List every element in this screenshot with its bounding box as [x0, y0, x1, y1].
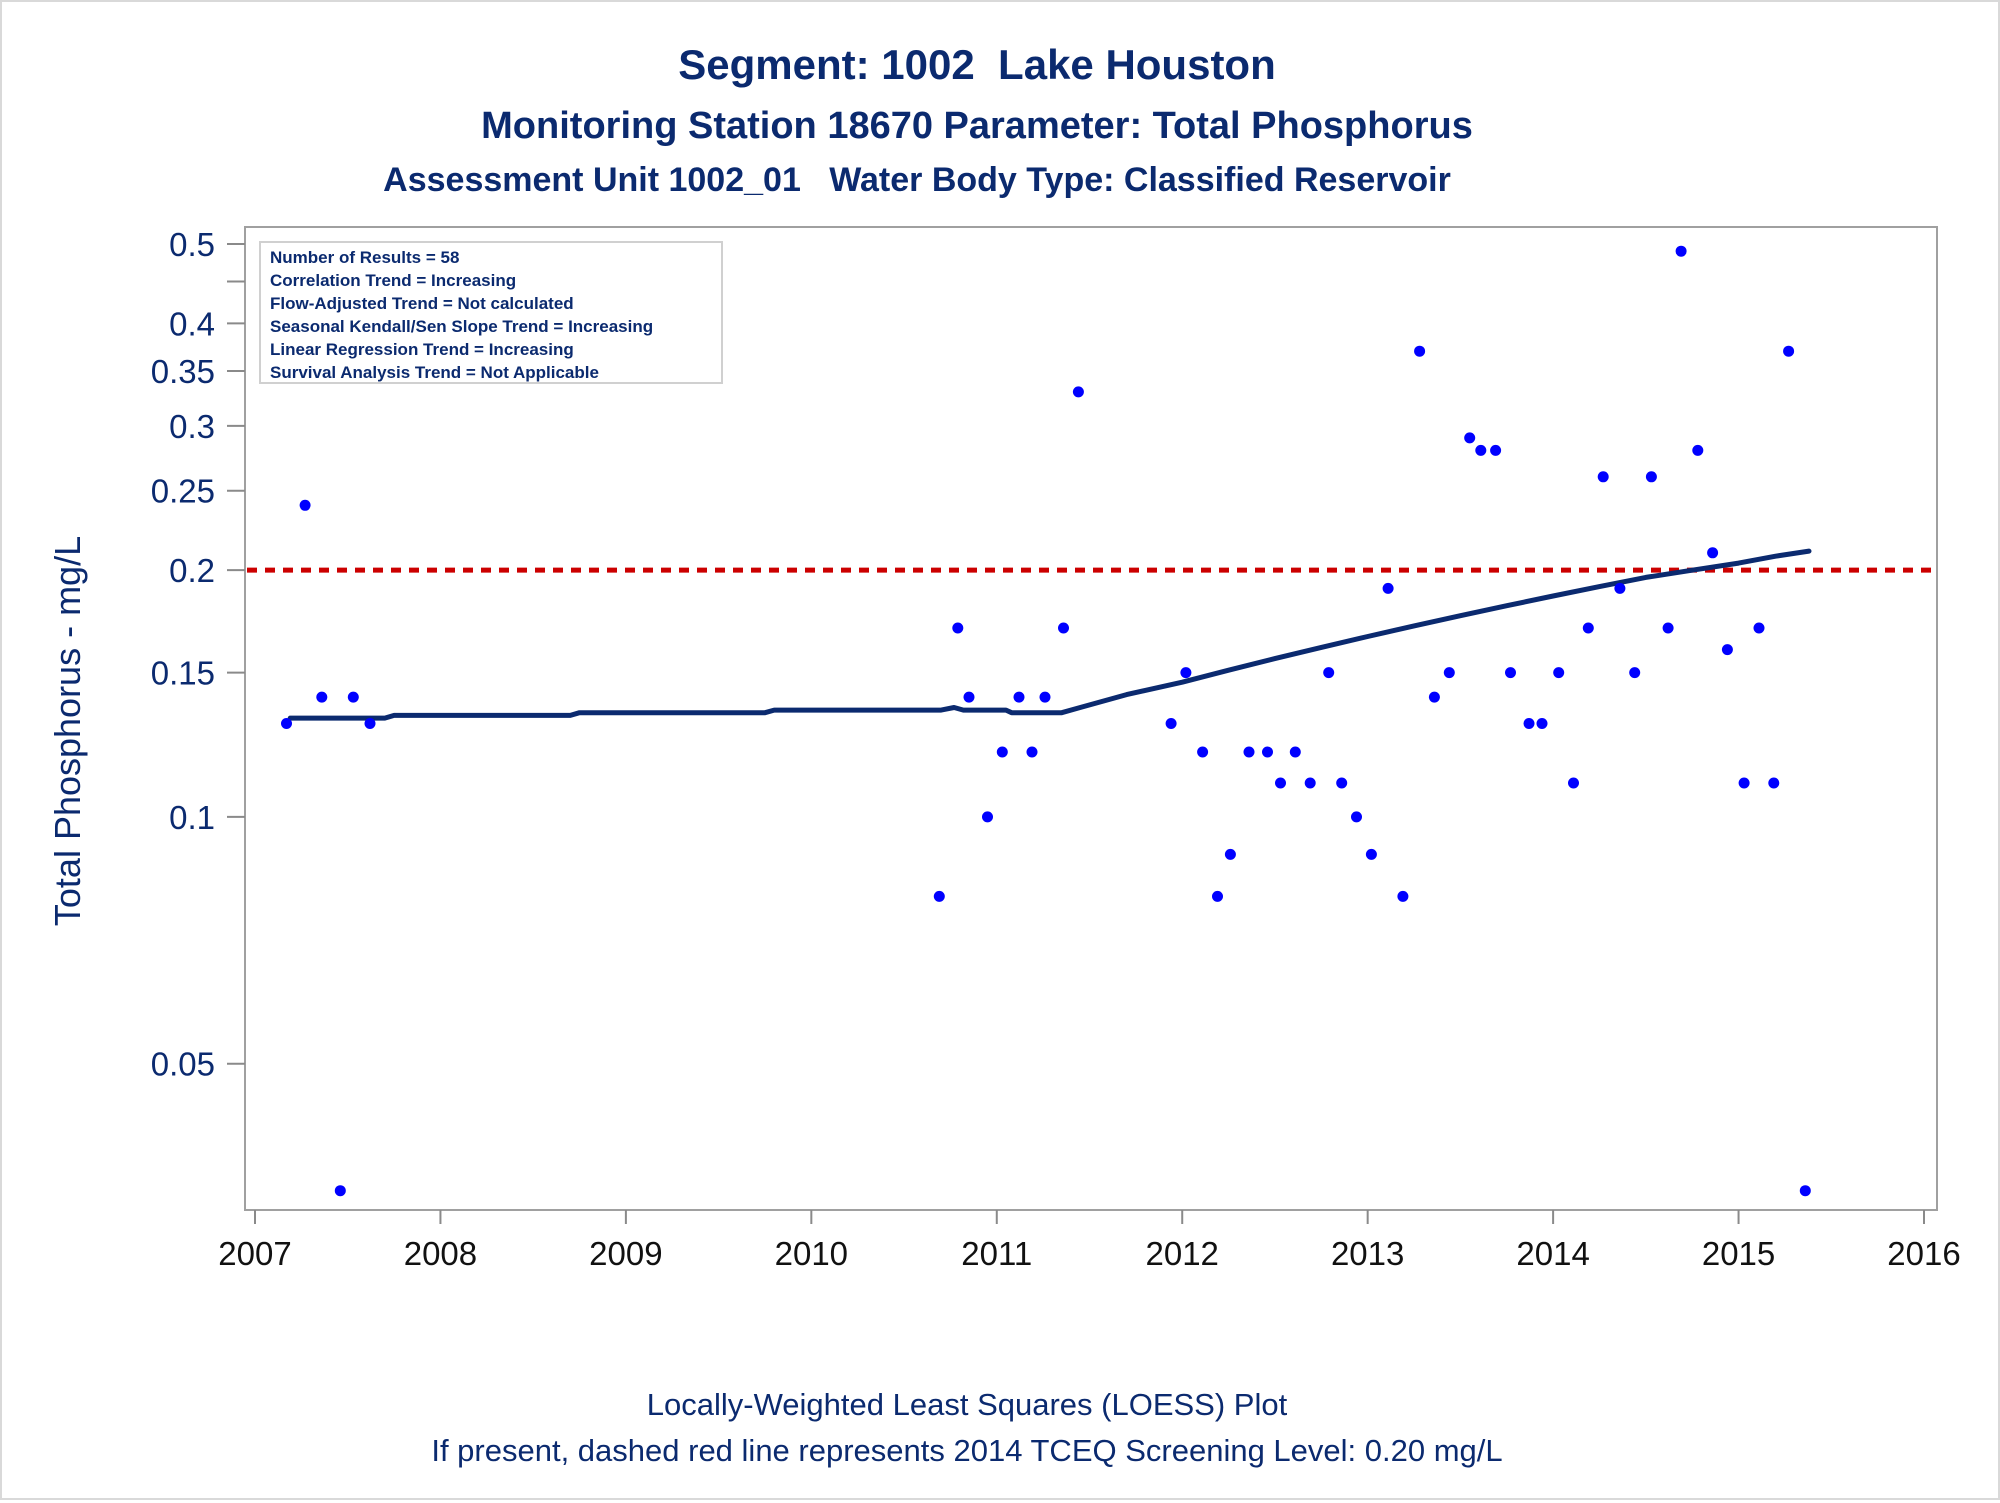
- data-point: [1582, 622, 1594, 634]
- data-point: [1212, 890, 1223, 902]
- y-tick-label: 0.05: [151, 1046, 215, 1083]
- data-point: [1262, 746, 1273, 758]
- y-tick-label: 0.35: [151, 353, 215, 390]
- stats-line-4: Seasonal Kendall/Sen Slope Trend = Incre…: [270, 317, 653, 336]
- data-point: [1523, 718, 1535, 729]
- y-axis: 0.05 0.1 0.15 0.2 0.25 0.3 0.35 0.4 0.5: [151, 226, 245, 1083]
- data-point: [1058, 622, 1069, 634]
- data-point: [1490, 444, 1502, 456]
- stats-line-5: Linear Regression Trend = Increasing: [270, 340, 574, 359]
- stats-line-2: Correlation Trend = Increasing: [270, 271, 516, 290]
- data-point: [1243, 746, 1255, 758]
- data-point: [1783, 345, 1795, 357]
- data-point: [1382, 582, 1394, 594]
- data-point: [1799, 1185, 1811, 1197]
- x-tick-label: 2016: [1887, 1235, 1960, 1272]
- data-point: [1336, 777, 1348, 789]
- x-tick-label: 2009: [589, 1235, 662, 1272]
- data-point: [963, 691, 975, 703]
- stats-line-6: Survival Analysis Trend = Not Applicable: [270, 363, 599, 382]
- loess-trend-line: [287, 548, 1812, 721]
- data-point: [1072, 386, 1084, 398]
- x-tick-label: 2015: [1702, 1235, 1775, 1272]
- y-axis-label: Total Phosphorus - mg/L: [47, 536, 88, 926]
- data-point: [1304, 777, 1316, 789]
- data-point: [1629, 667, 1641, 679]
- data-point: [281, 718, 292, 729]
- data-point: [1505, 667, 1516, 679]
- y-tick-label: 0.25: [151, 473, 215, 510]
- data-points: [281, 245, 1811, 1197]
- stats-box-frame: [259, 241, 723, 384]
- data-point: [1397, 890, 1409, 902]
- stats-box: Number of Results = 58 Correlation Trend…: [259, 241, 723, 384]
- x-tick-label: 2013: [1331, 1235, 1404, 1272]
- data-point: [1464, 432, 1476, 444]
- x-tick-label: 2012: [1146, 1235, 1219, 1272]
- data-point: [1165, 718, 1177, 729]
- footnote-1: Locally-Weighted Least Squares (LOESS) P…: [647, 1387, 1288, 1422]
- data-point: [1675, 245, 1687, 257]
- data-point: [299, 499, 311, 511]
- data-point: [1180, 667, 1192, 679]
- data-point: [1707, 547, 1719, 559]
- data-point: [1275, 777, 1286, 789]
- x-tick-label: 2010: [775, 1235, 848, 1272]
- plot-area-frame: [244, 226, 1938, 1211]
- y-tick-label: 0.3: [169, 408, 215, 445]
- data-point: [1738, 777, 1750, 789]
- data-point: [334, 1185, 346, 1197]
- data-point: [1414, 345, 1426, 357]
- data-point: [364, 718, 376, 729]
- data-point: [1692, 444, 1704, 456]
- x-tick-label: 2008: [404, 1235, 477, 1272]
- data-point: [316, 691, 328, 703]
- stats-line-1: Number of Results = 58: [270, 248, 459, 267]
- y-tick-label: 0.15: [151, 655, 215, 692]
- chart-subtitle-2: Assessment Unit 1002_01 Water Body Type:…: [383, 161, 1451, 199]
- x-tick-label: 2014: [1516, 1235, 1589, 1272]
- data-point: [1351, 811, 1362, 823]
- data-point: [1365, 848, 1377, 860]
- data-point: [1645, 471, 1657, 483]
- data-point: [1614, 582, 1626, 594]
- data-point: [952, 622, 964, 634]
- data-point: [933, 890, 945, 902]
- chart-title: Segment: 1002 Lake Houston: [678, 41, 1276, 88]
- data-point: [982, 811, 993, 823]
- chart-subtitle: Monitoring Station 18670 Parameter: Tota…: [481, 105, 1473, 147]
- data-point: [1721, 644, 1733, 656]
- data-point: [1753, 622, 1765, 634]
- x-axis: 2007 2008 2009 2010 2011 2012 2013 2014 2015 2016: [218, 1210, 1961, 1272]
- stats-line-3: Flow-Adjusted Trend = Not calculated: [270, 294, 574, 313]
- data-point: [1289, 746, 1301, 758]
- data-point: [347, 691, 359, 703]
- data-point: [1768, 777, 1780, 789]
- y-tick-label: 0.2: [169, 552, 215, 589]
- y-tick-label: 0.5: [169, 226, 215, 263]
- data-point: [1428, 691, 1440, 703]
- x-tick-label: 2011: [961, 1235, 1032, 1272]
- data-point: [1026, 746, 1038, 758]
- data-point: [1568, 777, 1579, 789]
- data-point: [1013, 691, 1025, 703]
- data-point: [1662, 622, 1674, 634]
- data-point: [996, 746, 1008, 758]
- data-point: [1224, 848, 1236, 860]
- data-point: [1443, 667, 1455, 679]
- x-tick-label: 2007: [218, 1235, 291, 1272]
- data-point: [1536, 718, 1548, 729]
- y-tick-label: 0.1: [169, 799, 215, 836]
- data-point: [1553, 667, 1565, 679]
- data-point: [1323, 667, 1335, 679]
- data-point: [1197, 746, 1209, 758]
- data-point: [1039, 691, 1051, 703]
- data-point: [1597, 471, 1609, 483]
- y-tick-label: 0.4: [169, 305, 215, 342]
- data-point: [1475, 444, 1487, 456]
- footnote-2: If present, dashed red line represents 2…: [431, 1433, 1502, 1468]
